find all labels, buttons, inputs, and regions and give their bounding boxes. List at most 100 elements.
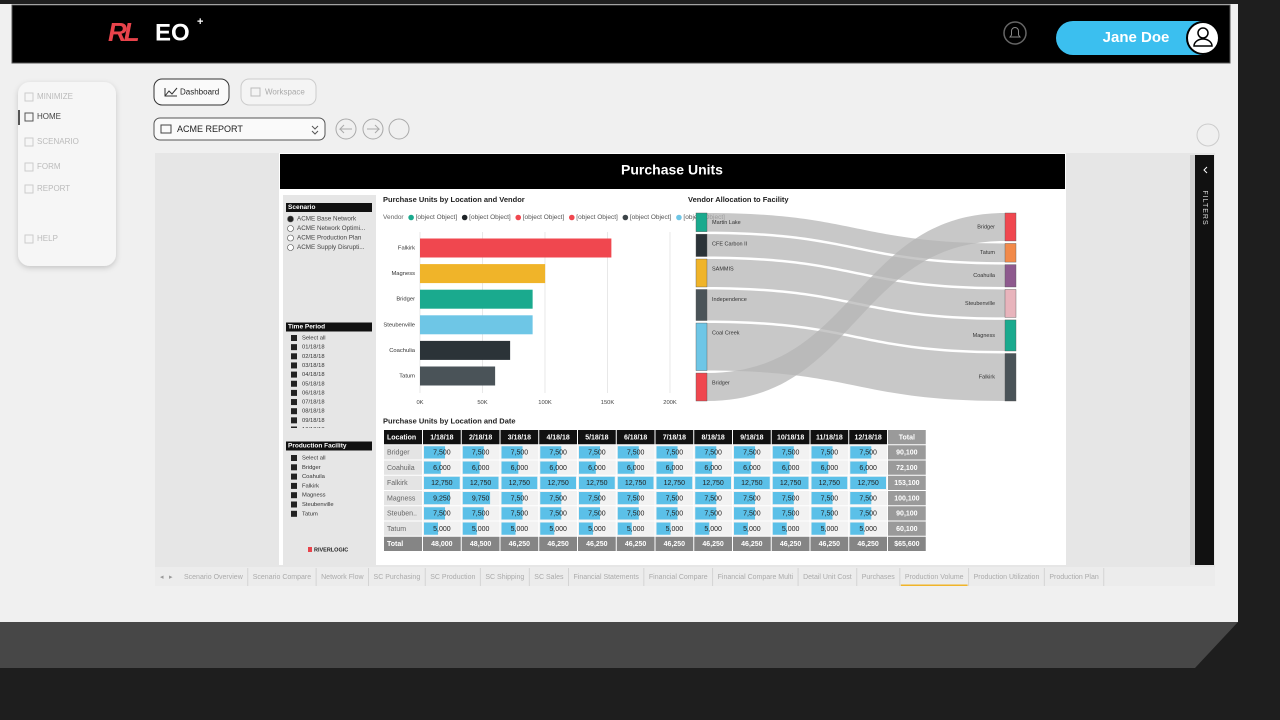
table-value: Falkirk: [387, 480, 408, 487]
table-value: 12,750: [664, 480, 686, 487]
table-value: 6,000: [472, 465, 490, 472]
menu-icon: [24, 184, 34, 194]
data-bar: [462, 446, 484, 459]
user-button[interactable]: [1056, 21, 1218, 55]
data-bar: [617, 522, 632, 535]
back-button[interactable]: [335, 118, 357, 140]
workspace-tab[interactable]: [240, 78, 317, 106]
data-bar: [811, 446, 833, 459]
radio[interactable]: [287, 234, 294, 242]
menu-item[interactable]: MINIMIZE: [37, 92, 73, 101]
report-tab[interactable]: Production Plan: [1049, 568, 1105, 586]
radio[interactable]: [287, 244, 294, 251]
table-header-cell: [810, 430, 849, 445]
checkbox[interactable]: [291, 510, 297, 517]
radio[interactable]: [287, 225, 294, 232]
table-value: 12,750: [547, 480, 569, 487]
checkbox[interactable]: [291, 482, 297, 489]
report-tab[interactable]: SC Shipping: [485, 568, 530, 586]
x-tick-label: 150K: [601, 400, 615, 406]
bar: [420, 340, 511, 360]
table-header: Total: [899, 434, 915, 441]
tab-scroll[interactable]: ▸: [169, 574, 173, 581]
report-tab[interactable]: Financial Compare Multi: [718, 568, 799, 586]
table-cell: [733, 536, 771, 551]
checkbox[interactable]: [291, 362, 297, 369]
checkbox[interactable]: [291, 371, 297, 378]
table-cell: [888, 506, 926, 521]
checkbox[interactable]: [291, 473, 297, 480]
table-value: 7,500: [511, 511, 529, 518]
legend-label: [object Object]: [469, 214, 511, 221]
report-tab[interactable]: Network Flow: [321, 568, 370, 586]
table-cell: [384, 521, 422, 536]
data-bar: [540, 507, 562, 520]
checkbox[interactable]: [291, 455, 297, 461]
forward-button[interactable]: [362, 118, 384, 140]
menu-item[interactable]: REPORT: [37, 184, 70, 193]
report-tab[interactable]: Scenario Compare: [253, 568, 317, 586]
report-tab[interactable]: SC Production: [430, 568, 481, 586]
table-value: 7,500: [588, 511, 606, 518]
table-value: 6,000: [433, 465, 451, 472]
table-value: 7,500: [704, 495, 722, 502]
checkbox[interactable]: [291, 417, 297, 424]
dashboard-tab[interactable]: [153, 78, 230, 106]
filters-label: FILTERS: [1201, 190, 1208, 225]
legend-swatch: [676, 214, 682, 221]
report-tab[interactable]: Purchases: [862, 568, 901, 586]
bell-button[interactable]: [1003, 21, 1027, 45]
avatar-head: [1197, 27, 1209, 39]
report-tab[interactable]: SC Sales: [534, 568, 569, 586]
checkbox[interactable]: [291, 464, 297, 471]
brand-logo: RIVERLOGIC: [314, 547, 348, 553]
report-tab[interactable]: Financial Compare: [649, 568, 714, 586]
checkbox[interactable]: [291, 408, 297, 415]
menu-item[interactable]: HELP: [37, 234, 58, 243]
checkbox[interactable]: [291, 380, 297, 387]
checkbox[interactable]: [291, 426, 297, 433]
scenario-option: ACME Base Network: [297, 216, 357, 223]
data-bar: [850, 507, 872, 520]
refresh-button[interactable]: [388, 118, 410, 140]
data-bar: [501, 446, 523, 459]
brand-icon: [308, 547, 312, 552]
table-cell: [423, 536, 461, 551]
report-tab[interactable]: Production Utilization: [974, 568, 1045, 586]
table-value: 153,100: [894, 480, 919, 487]
table-header-cell: [733, 430, 771, 445]
sankey-link: [707, 323, 1005, 401]
data-bar: [617, 461, 635, 474]
legend-label: [object Object]: [416, 214, 458, 221]
checkbox[interactable]: [291, 344, 297, 351]
top-edge: [0, 0, 1238, 4]
checkbox[interactable]: [291, 335, 297, 341]
report-tab[interactable]: Financial Statements: [573, 568, 645, 586]
table-cell: [849, 536, 887, 551]
filter-strip[interactable]: [1195, 155, 1214, 565]
report-dropdown[interactable]: [153, 117, 326, 141]
legend-label: [object Object]: [630, 214, 672, 221]
sankey-node: [1004, 243, 1017, 263]
data-bar: [695, 461, 713, 474]
checkbox[interactable]: [291, 492, 297, 499]
tab-scroll[interactable]: ◂: [160, 574, 164, 581]
report-tab[interactable]: Production Volume: [900, 568, 970, 586]
checkbox[interactable]: [291, 399, 297, 406]
report-tab[interactable]: Scenario Overview: [184, 568, 249, 586]
table-value: 7,500: [511, 495, 529, 502]
menu-item[interactable]: SCENARIO: [37, 137, 79, 146]
radio[interactable]: [287, 215, 294, 223]
table-cell: [461, 536, 500, 551]
checkbox[interactable]: [291, 501, 297, 508]
menu-item[interactable]: HOME: [37, 112, 61, 121]
sankey-link: [707, 234, 1005, 287]
report-tab[interactable]: SC Purchasing: [374, 568, 426, 586]
table-value: 72,100: [896, 465, 918, 472]
menu-item[interactable]: FORM: [37, 162, 61, 171]
checkbox[interactable]: [291, 353, 297, 360]
report-tab[interactable]: Detail Unit Cost: [803, 568, 858, 586]
checkbox[interactable]: [291, 389, 297, 396]
tab-label: SC Sales: [534, 574, 564, 581]
edit-button[interactable]: [1196, 123, 1220, 147]
